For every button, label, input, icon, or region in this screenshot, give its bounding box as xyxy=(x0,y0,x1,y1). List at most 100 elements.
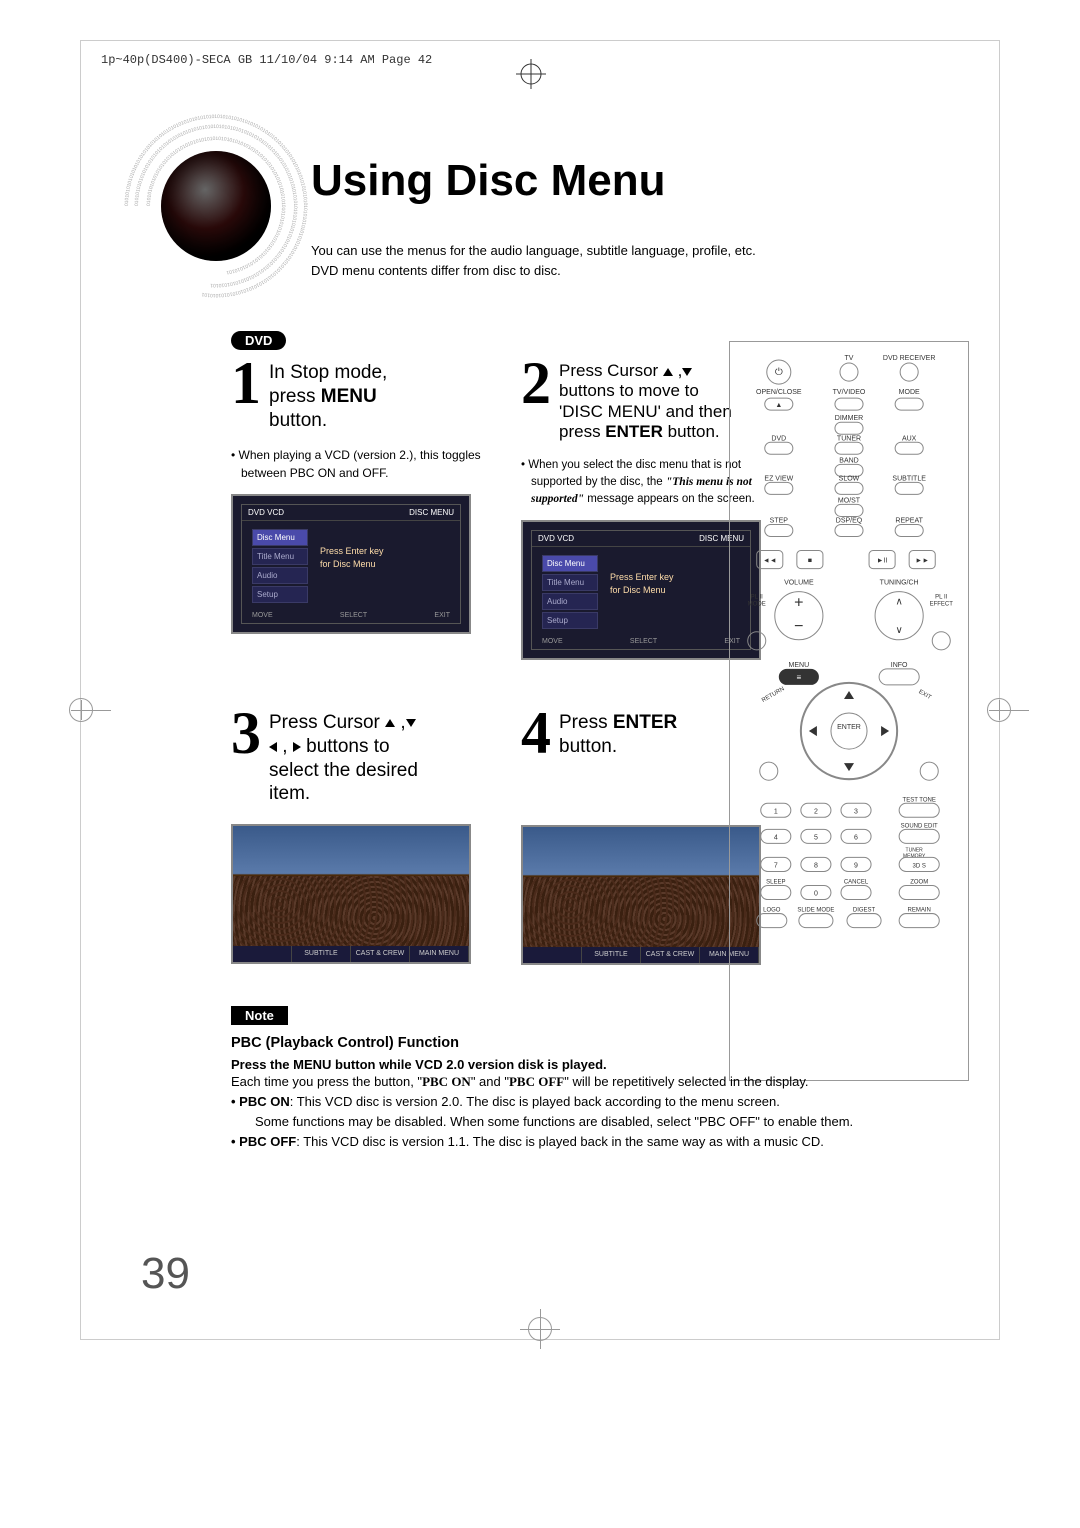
pbc-on-label: • PBC ON xyxy=(231,1094,290,1109)
svg-text:∧: ∧ xyxy=(895,597,902,608)
cursor-up-icon xyxy=(663,368,673,376)
step-4-number: 4 xyxy=(521,711,551,756)
svg-text:MENU: MENU xyxy=(789,662,810,669)
svg-text:SLOW: SLOW xyxy=(839,475,860,482)
osd2-item-setup: Setup xyxy=(542,612,598,629)
svg-text:MODE: MODE xyxy=(899,389,920,396)
svg-text:4: 4 xyxy=(774,834,778,841)
osd2-item-title-menu: Title Menu xyxy=(542,574,598,591)
osd-main-1: Press Enter key xyxy=(320,546,384,556)
step-1-post: button. xyxy=(269,410,327,431)
svg-text:REMAIN: REMAIN xyxy=(908,908,931,914)
pbc-on-line: • PBC ON: This VCD disc is version 2.0. … xyxy=(231,1092,971,1112)
remote-svg: ⏻ TV DVD RECEIVER OPEN/CLOSETV/VIDEOMODE… xyxy=(738,350,960,1072)
intro-line-1: You can use the menus for the audio lang… xyxy=(311,241,871,261)
step-2-l4-bold: ENTER xyxy=(605,422,663,441)
pbc-on-text: : This VCD disc is version 2.0. The disc… xyxy=(290,1094,780,1109)
svg-text:9: 9 xyxy=(854,862,858,869)
step-3-text: Press Cursor , , buttons to select the d… xyxy=(269,711,418,806)
osd-foot-move: MOVE xyxy=(252,612,273,619)
svg-text:+: + xyxy=(794,594,803,612)
svg-text:SLEEP: SLEEP xyxy=(766,879,785,885)
svg-text:►►: ►► xyxy=(915,558,929,565)
osd-top-left: DVD VCD xyxy=(248,508,284,517)
step-1-text: In Stop mode, press MENU button. xyxy=(269,361,387,432)
svg-text:SUBTITLE: SUBTITLE xyxy=(892,475,926,482)
osd2-main-2: for Disc Menu xyxy=(610,585,666,595)
svg-text:DIMMER: DIMMER xyxy=(835,415,863,422)
svg-text:7: 7 xyxy=(774,862,778,869)
step-4-text: Press ENTER button. xyxy=(559,711,677,759)
step-3-l2-post: buttons to xyxy=(301,736,390,757)
speaker-cone-icon xyxy=(161,151,271,261)
svg-text:PL II: PL II xyxy=(935,595,947,601)
svg-text:DSP/EQ: DSP/EQ xyxy=(836,517,863,524)
pbc-l1-mid: " and " xyxy=(471,1074,509,1089)
osd-screenshot-1: DVD VCDDISC MENU Disc Menu Title Menu Au… xyxy=(231,494,471,634)
svg-text:LOGO: LOGO xyxy=(763,908,781,914)
dvd-badge: DVD xyxy=(231,331,286,350)
svg-text:TV/VIDEO: TV/VIDEO xyxy=(833,389,866,396)
osd2-foot-m: SELECT xyxy=(630,638,657,645)
cursor-up-icon xyxy=(385,719,395,727)
note-section: Note PBC (Playback Control) Function Pre… xyxy=(231,1006,971,1153)
svg-text:EFFECT: EFFECT xyxy=(930,602,954,608)
svg-text:BAND: BAND xyxy=(839,457,858,464)
svg-text:INFO: INFO xyxy=(891,662,908,669)
page-top-circle-icon xyxy=(516,59,546,89)
svg-text:SOUND EDIT: SOUND EDIT xyxy=(901,823,938,829)
svg-text:5: 5 xyxy=(814,834,818,841)
step-1-bullet: When playing a VCD (version 2.), this to… xyxy=(231,446,501,482)
osd-top-right: DISC MENU xyxy=(409,508,454,517)
scene2-btn-0 xyxy=(523,947,582,963)
svg-text:REPEAT: REPEAT xyxy=(895,517,923,524)
svg-text:MEMORY: MEMORY xyxy=(903,853,926,859)
osd-item-audio: Audio xyxy=(252,567,308,584)
svg-text:TV: TV xyxy=(845,355,854,362)
svg-text:DIGEST: DIGEST xyxy=(853,908,876,914)
step-3-number: 3 xyxy=(231,711,261,756)
svg-text:0: 0 xyxy=(814,891,818,898)
svg-text:ENTER: ENTER xyxy=(837,724,861,731)
page-number: 39 xyxy=(141,1249,190,1299)
svg-text:DVD RECEIVER: DVD RECEIVER xyxy=(883,355,936,362)
osd2-item-audio: Audio xyxy=(542,593,598,610)
scene-btn-0 xyxy=(233,946,292,962)
svg-text:▲: ▲ xyxy=(775,402,782,409)
svg-text:SLIDE MODE: SLIDE MODE xyxy=(797,908,834,914)
svg-text:∨: ∨ xyxy=(895,625,902,636)
osd-screenshot-2: DVD VCDDISC MENU Disc Menu Title Menu Au… xyxy=(521,520,761,660)
pbc-l1-b2: PBC OFF xyxy=(509,1074,564,1089)
step-1: 1 In Stop mode, press MENU button. When … xyxy=(231,361,501,634)
osd-main-2: for Disc Menu xyxy=(320,559,376,569)
svg-text:AUX: AUX xyxy=(902,435,917,442)
scene-screenshot-2: SUBTITLE CAST & CREW MAIN MENU xyxy=(521,825,761,965)
step-3-l1-pre: Press Cursor xyxy=(269,712,385,733)
cursor-down-icon xyxy=(682,368,692,376)
scene-screenshot-1: SUBTITLE CAST & CREW MAIN MENU xyxy=(231,824,471,964)
pbc-off-text: : This VCD disc is version 1.1. The disc… xyxy=(296,1134,824,1149)
pbc-l1-pre: Each time you press the button, " xyxy=(231,1074,422,1089)
svg-text:8: 8 xyxy=(814,862,818,869)
step-1-mid: press xyxy=(269,386,321,407)
osd2-foot-l: MOVE xyxy=(542,638,563,645)
osd-item-setup: Setup xyxy=(252,586,308,603)
svg-text:PL II: PL II xyxy=(751,595,763,601)
intro-text: You can use the menus for the audio lang… xyxy=(311,241,871,280)
crop-mark-bottom xyxy=(520,1309,560,1349)
svg-text:DVD: DVD xyxy=(771,435,786,442)
svg-text:3: 3 xyxy=(854,808,858,815)
step-2-l2: buttons to move to xyxy=(559,381,699,400)
scene-btn-3: MAIN MENU xyxy=(410,946,469,962)
svg-text:◄◄: ◄◄ xyxy=(763,558,777,565)
step-2-l4-pre: press xyxy=(559,422,605,441)
step-1-bold: MENU xyxy=(321,386,377,407)
svg-text:EXIT: EXIT xyxy=(917,689,932,701)
crop-mark-left xyxy=(71,690,91,730)
svg-text:TUNER: TUNER xyxy=(837,435,861,442)
step-2-l3: 'DISC MENU' and then xyxy=(559,402,732,421)
page: 1p~40p(DS400)-SECA GB 11/10/04 9:14 AM P… xyxy=(80,40,1000,1340)
osd-item-disc-menu: Disc Menu xyxy=(252,529,308,546)
svg-text:MO/ST: MO/ST xyxy=(838,497,861,504)
osd2-item-disc-menu: Disc Menu xyxy=(542,555,598,572)
